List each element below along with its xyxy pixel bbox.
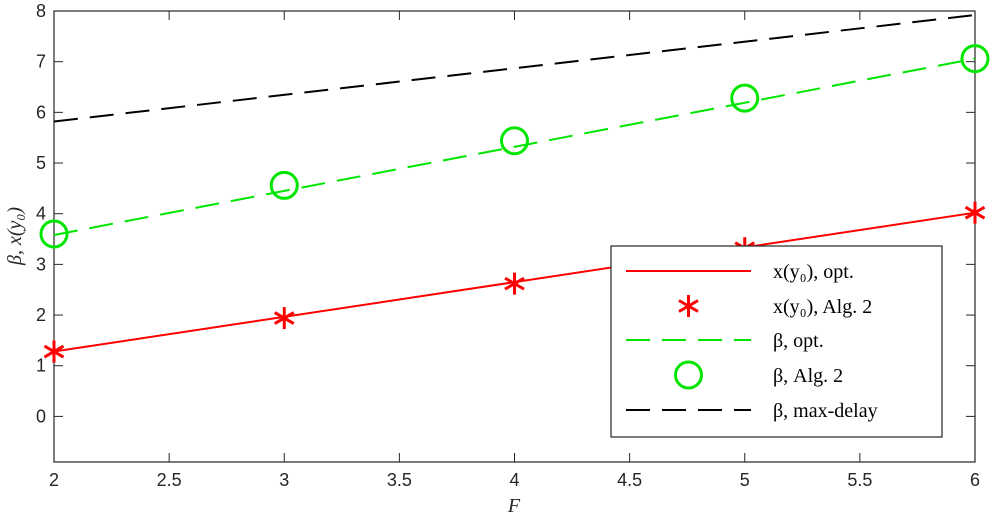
- x-tick-label: 4.5: [617, 470, 642, 490]
- legend-label: β, Alg. 2: [773, 365, 843, 387]
- ticks: 2 2.5 3 3.5 4 4.5 5 5.5 6 0 1 2 3 4 5 6 7 8: [36, 1, 980, 490]
- data-point-circle: [960, 44, 990, 74]
- data-point-circle: [269, 170, 299, 200]
- y-tick-label: 1: [36, 356, 46, 376]
- asterisk-stroke: [43, 344, 65, 359]
- x-axis-label: F: [507, 495, 521, 517]
- legend-label: x(y₀), opt.: [773, 261, 854, 283]
- asterisk-stroke: [964, 205, 986, 220]
- asterisk-stroke: [678, 299, 699, 313]
- data-point-asterisk: [964, 201, 986, 224]
- x-tick-label: 2.5: [157, 470, 182, 490]
- y-tick-label: 8: [36, 1, 46, 21]
- series-line: [53, 57, 976, 236]
- legend-label: x(y₀), Alg. 2: [773, 296, 872, 318]
- x-tick-label: 6: [970, 470, 980, 490]
- y-tick-label: 7: [36, 52, 46, 72]
- legend-swatch: [674, 360, 703, 390]
- data-point-circle: [730, 83, 760, 113]
- x-tick-label: 5.5: [847, 470, 872, 490]
- legend-swatch: [678, 295, 699, 317]
- asterisk-stroke: [273, 311, 295, 325]
- legend-label: β, opt.: [773, 330, 824, 352]
- y-tick-label: 5: [36, 153, 46, 173]
- y-tick-label: 6: [36, 102, 46, 122]
- data-point-asterisk: [43, 340, 65, 363]
- data-point-circle: [39, 219, 69, 249]
- y-tick-label: 2: [36, 305, 46, 325]
- data-point-asterisk: [504, 272, 525, 295]
- legend-label: β, max-delay: [773, 400, 878, 422]
- asterisk-stroke: [504, 276, 525, 291]
- y-tick-label: 4: [36, 204, 46, 224]
- series-line: [53, 14, 976, 123]
- y-tick-label: 0: [36, 406, 46, 426]
- legend-box: [610, 245, 943, 438]
- y-axis-label: β, x(y₀): [4, 207, 26, 266]
- x-tick-label: 5: [740, 470, 750, 490]
- x-tick-label: 4: [509, 470, 519, 490]
- x-tick-label: 3.5: [387, 470, 412, 490]
- data-point-asterisk: [273, 307, 295, 330]
- x-tick-label: 2: [49, 470, 59, 490]
- x-tick-label: 3: [279, 470, 289, 490]
- data-point-circle: [500, 126, 529, 156]
- y-tick-label: 3: [36, 254, 46, 274]
- legend: x(y₀), opt. x(y₀), Alg. 2 β, opt. β, Alg. 2…: [610, 245, 943, 438]
